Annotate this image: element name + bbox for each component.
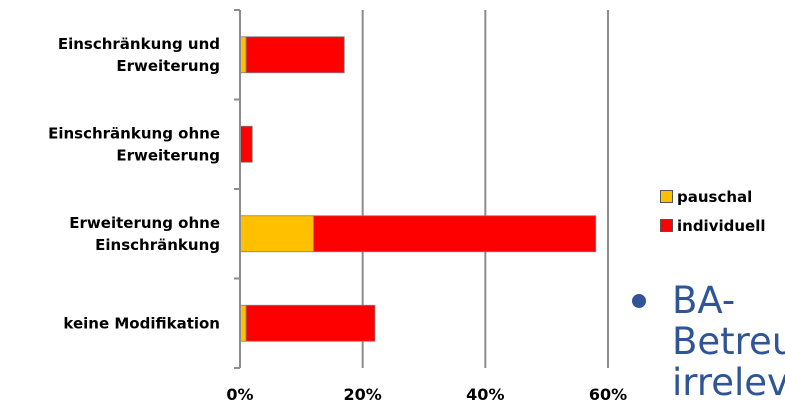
bullet-dot-icon — [632, 294, 646, 308]
legend: pauschal individuell — [660, 182, 766, 240]
legend-swatch-individuell — [660, 219, 673, 232]
x-tick-labels: 0% 20% 40% 60% — [226, 385, 627, 404]
bullet-line-3: irreleva — [672, 361, 785, 403]
category-label: Einschränkung ohne — [48, 124, 220, 142]
bullet-line-2: Betreu — [672, 320, 785, 363]
bar-segment-pauschal — [239, 215, 314, 253]
category-label: Einschränkung — [95, 236, 220, 254]
x-tick-label: 40% — [466, 385, 504, 404]
bars — [239, 36, 597, 342]
legend-label-pauschal: pauschal — [677, 187, 753, 206]
category-label: keine Modifikation — [63, 314, 220, 332]
category-labels: Einschränkung und Erweiterung Einschränkun… — [48, 35, 220, 333]
legend-item-pauschal: pauschal — [660, 182, 766, 211]
bullet-line-1: BA- — [672, 280, 736, 322]
bar-segment-individuell — [245, 36, 345, 74]
bar-segment-individuell — [239, 125, 253, 163]
category-label: Erweiterung — [116, 146, 220, 164]
x-tick-label: 60% — [589, 385, 627, 404]
legend-label-individuell: individuell — [677, 216, 766, 235]
gridlines — [361, 10, 609, 368]
legend-swatch-pauschal — [660, 190, 673, 203]
category-label: Erweiterung ohne — [69, 214, 220, 232]
legend-item-individuell: individuell — [660, 211, 766, 240]
slide-bullet: BA- Betreu irreleva — [632, 280, 785, 403]
x-tick-label: 20% — [344, 385, 382, 404]
category-label: Einschränkung und — [58, 35, 220, 53]
x-tick-label: 0% — [226, 385, 253, 404]
category-axis — [234, 9, 241, 369]
bar-segment-individuell — [313, 215, 597, 253]
category-label: Erweiterung — [116, 57, 220, 75]
bar-segment-individuell — [245, 304, 376, 342]
